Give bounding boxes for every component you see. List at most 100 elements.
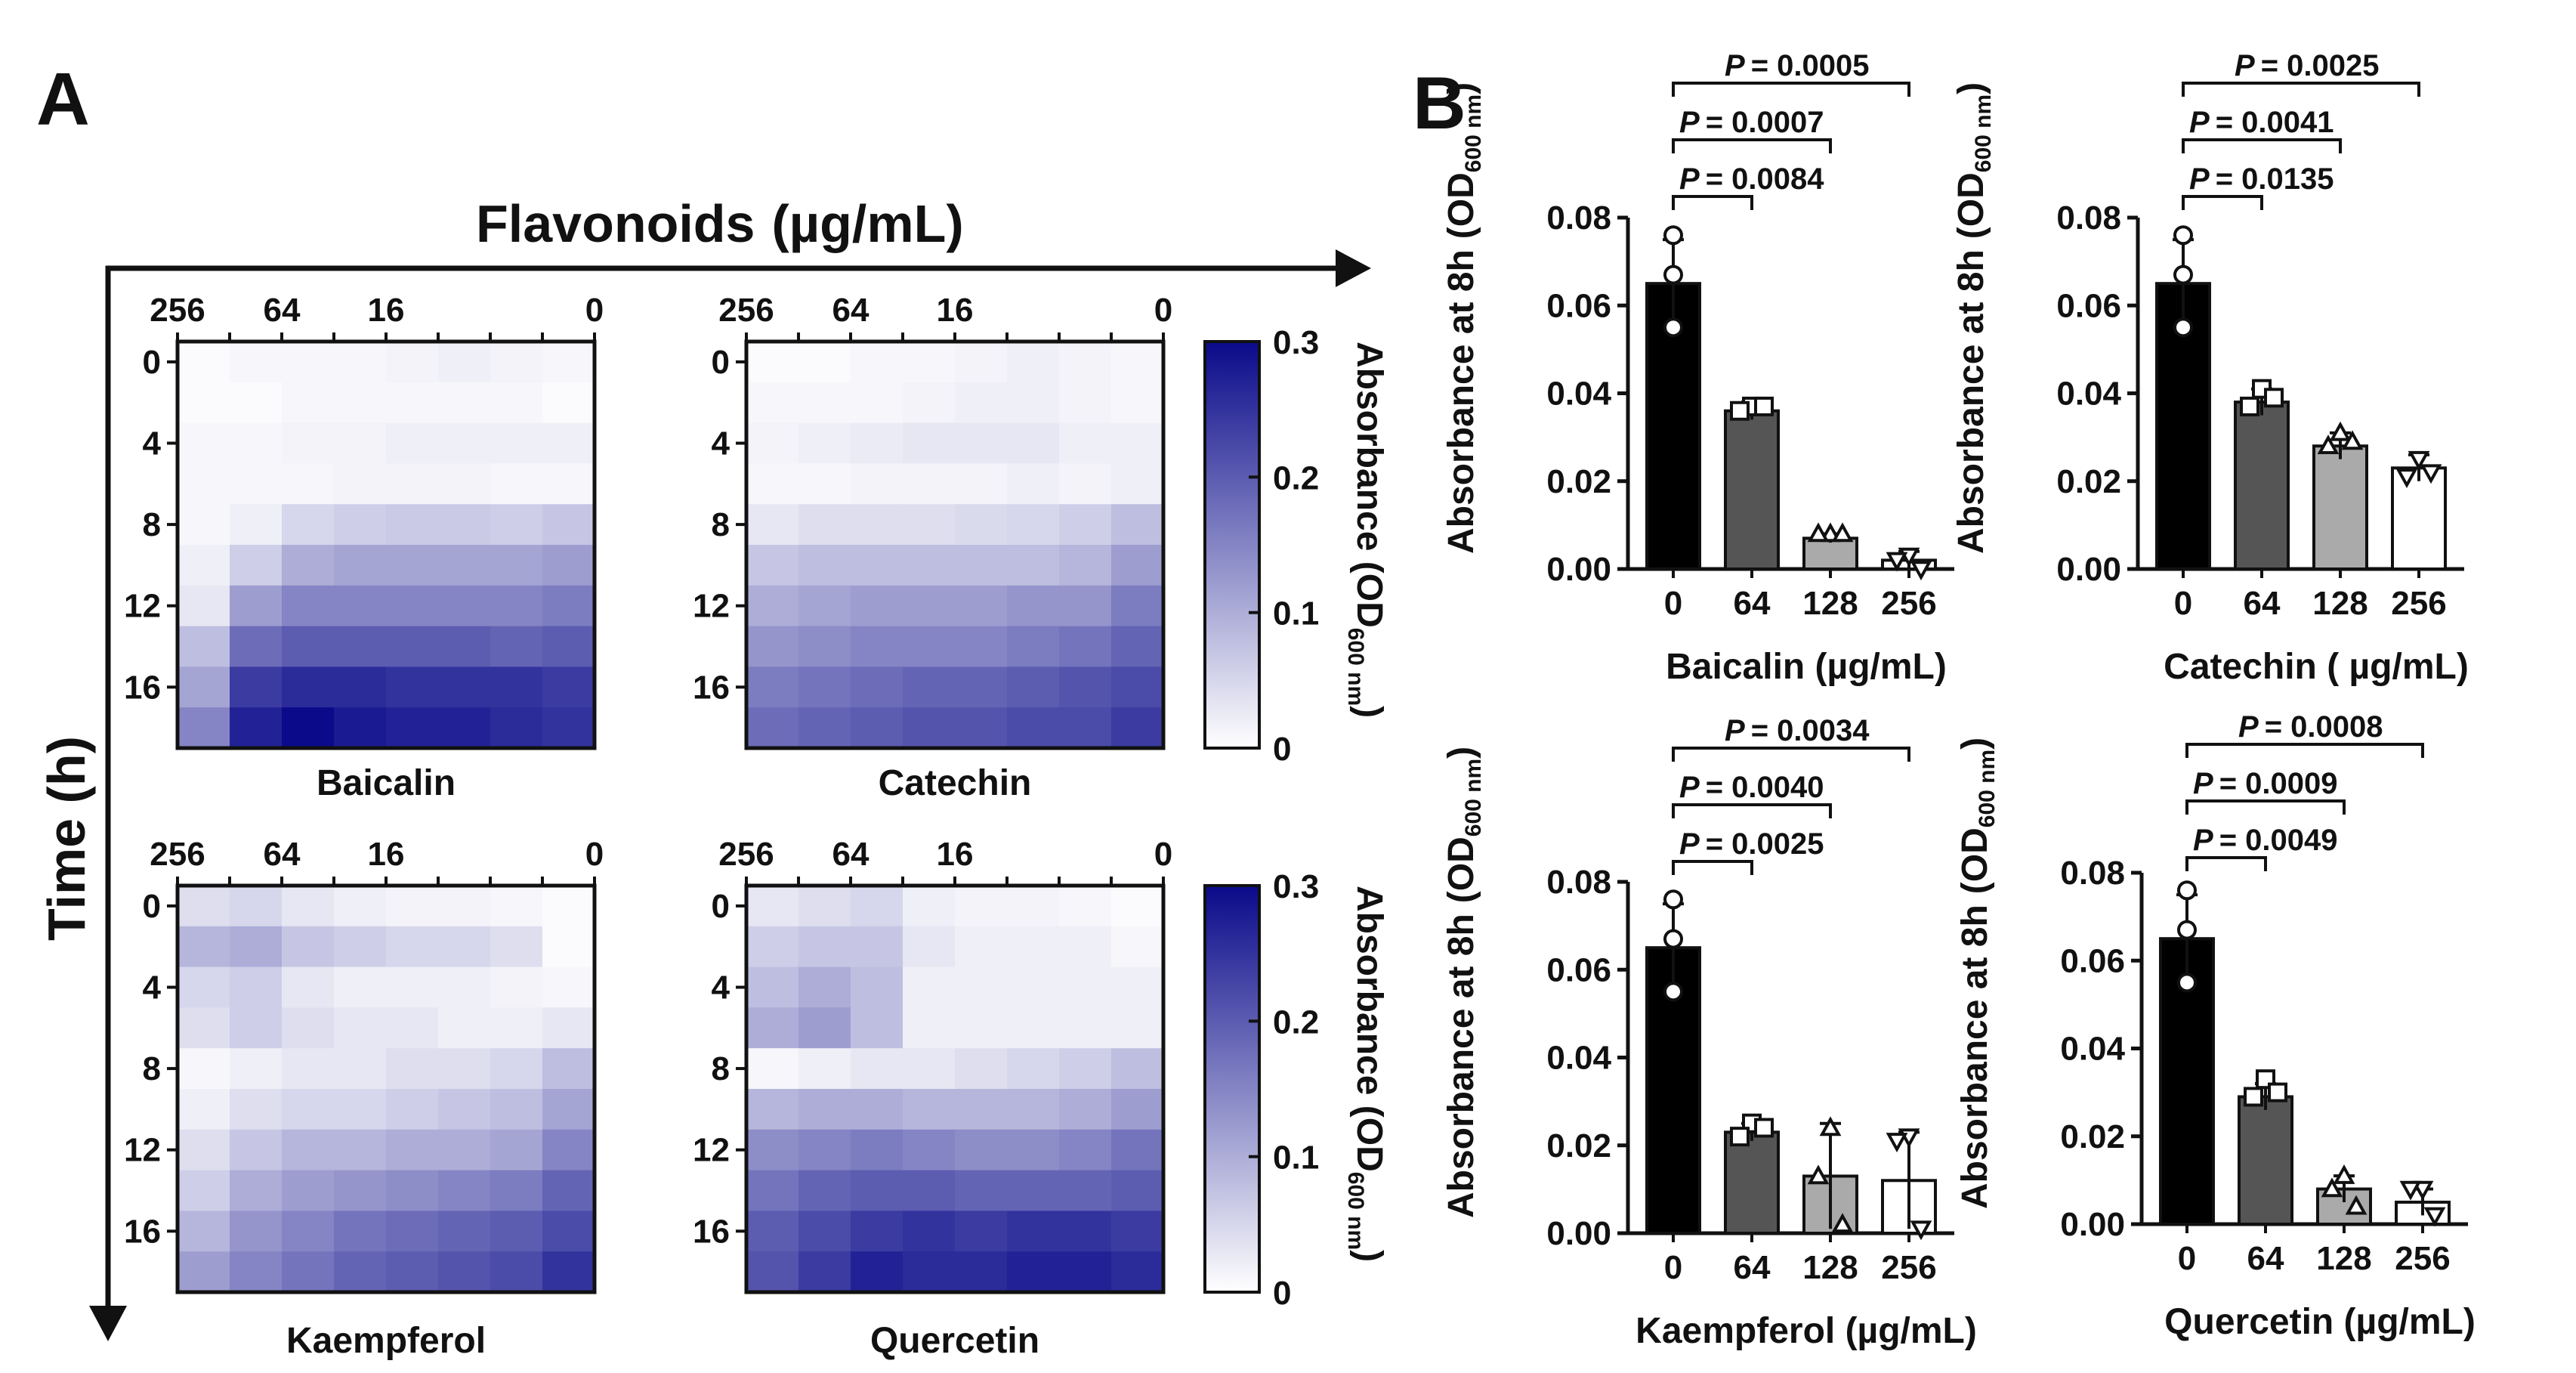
heatmap-cell (1111, 666, 1164, 708)
heatmap-cell (903, 666, 956, 708)
heatmap-cell (490, 1251, 543, 1293)
heatmap-cell (438, 422, 491, 464)
row-tick-label: 16 (693, 669, 730, 706)
p-symbol: P (1679, 827, 1700, 861)
heatmap-cell (955, 545, 1008, 586)
heatmap-cell (1111, 1129, 1164, 1171)
data-point-triangle-down (1886, 1133, 1908, 1153)
data-point-triangle-down (2399, 1180, 2422, 1201)
heatmap-cell (542, 1170, 595, 1211)
heatmap-cell (438, 463, 491, 505)
heatmap-cell (903, 422, 956, 464)
heatmap-cell (386, 504, 439, 546)
p-value-text: = 0.0009 (2219, 767, 2338, 800)
heatmap-cell (542, 886, 595, 927)
heatmap-cell (1059, 1089, 1112, 1130)
heatmap-cell (1007, 545, 1060, 586)
heatmap-cell (851, 1170, 903, 1211)
y-tick-label: 0.04 (2060, 1031, 2125, 1068)
heatmap-cell (178, 1048, 230, 1090)
heatmap-cell (1059, 707, 1112, 749)
heatmap-cell (230, 1129, 283, 1171)
heatmap-catechin: 256 64 16 0 0 4 8 12 16 Catechin (693, 292, 1172, 803)
col-tick-label: 16 (368, 836, 405, 873)
heatmap-cell (746, 1007, 799, 1049)
bar-64 (1724, 1130, 1780, 1235)
heatmap-cell (386, 1129, 439, 1171)
heatmap-cell (178, 422, 230, 464)
heatmap-cell (386, 1048, 439, 1090)
heatmap-cell (438, 545, 491, 586)
data-point-circle (2177, 920, 2197, 940)
row-tick-label: 4 (712, 425, 730, 462)
col-tick-label: 16 (937, 836, 974, 873)
y-tick-label: 0.02 (1546, 1127, 1611, 1164)
data-point-triangle-up (1831, 522, 1854, 543)
p-value-bracket (2185, 799, 2346, 815)
heatmap-cell (746, 422, 799, 464)
heatmap-cell (955, 382, 1008, 424)
heatmap-cell (851, 585, 903, 627)
y-tick-label: 0.04 (2056, 376, 2121, 413)
y-tick-label: 0.00 (2060, 1206, 2125, 1243)
p-value-text: = 0.0025 (1706, 827, 1824, 861)
heatmap-cell (1059, 342, 1112, 383)
heatmap-cell (746, 1211, 799, 1252)
p-value-label: P = 0.0025 (2235, 49, 2380, 82)
heatmap-cell (955, 1089, 1008, 1130)
y-axis-label: Absorbance at 8h (OD600 nm) (1441, 82, 1486, 554)
heatmap-cell (1059, 626, 1112, 667)
heatmap-cell (542, 545, 595, 586)
colorbar: 0 0.1 0.2 0.3 Absorbance (OD600 nm) (1203, 324, 1389, 768)
heatmap-cell (438, 926, 491, 968)
p-value-label: P = 0.0135 (2189, 162, 2334, 196)
heatmap-cell (1111, 1048, 1164, 1090)
heatmap-cell (746, 666, 799, 708)
heatmap-cell (542, 504, 595, 546)
colorbar-tick-label: 0.2 (1273, 459, 1319, 496)
heatmap-cell (282, 666, 335, 708)
heatmap-cell (746, 886, 799, 927)
col-tick-label: 0 (585, 292, 604, 329)
heatmap-cell (851, 1129, 903, 1171)
heatmap-title: Kaempferol (286, 1321, 486, 1361)
p-value-bracket (2185, 743, 2424, 758)
heatmap-cell (438, 666, 491, 708)
data-point-circle (1663, 929, 1683, 949)
heatmap-cell (903, 1170, 956, 1211)
p-value-text: = 0.0040 (1706, 771, 1824, 804)
data-point-triangle-down (2420, 464, 2442, 484)
heatmap-cell (230, 585, 283, 627)
heatmap-cell (903, 626, 956, 667)
heatmap-cell (1059, 463, 1112, 505)
colorbar-tick-label: 0 (1273, 1275, 1291, 1312)
heatmap-cell (282, 966, 335, 1008)
colorbar-tick-label: 0.2 (1273, 1003, 1319, 1041)
bar-64 (2234, 400, 2290, 571)
data-point-square (2264, 388, 2284, 408)
heatmap-cell (1007, 1129, 1060, 1171)
heatmap-cell (798, 626, 851, 667)
heatmap-cell (1111, 1251, 1164, 1293)
heatmap-cell (1111, 886, 1164, 927)
heatmap-cell (490, 1048, 543, 1090)
heatmap-cell (230, 966, 283, 1008)
heatmap-cell (386, 585, 439, 627)
heatmap-cell (903, 585, 956, 627)
p-value-bracket (2182, 82, 2420, 97)
heatmap-cell (282, 1007, 335, 1049)
heatmap-cell (438, 1048, 491, 1090)
x-tick-label: 0 (1664, 585, 1682, 622)
heatmap-cell (334, 342, 387, 383)
y-label-main: Absorbance at 8h (1441, 914, 1481, 1218)
heatmap-cell (798, 886, 851, 927)
heatmap-cell (490, 886, 543, 927)
colorbar-tick-label: 0.1 (1273, 1140, 1319, 1177)
heatmap-cell (798, 422, 851, 464)
heatmap-cell (230, 545, 283, 586)
y-axis-label: Absorbance at 8h (OD600 nm) (1951, 82, 1996, 554)
heatmap-cell (746, 382, 799, 424)
heatmap-cell (386, 545, 439, 586)
p-value-text: = 0.0008 (2265, 710, 2383, 744)
